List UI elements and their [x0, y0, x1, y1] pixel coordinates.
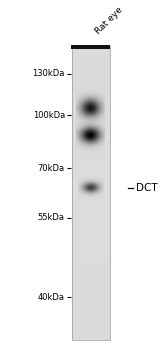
Bar [72, 46, 110, 340]
Text: 130kDa: 130kDa [32, 69, 65, 78]
Text: Rat eye: Rat eye [94, 5, 125, 36]
Text: 40kDa: 40kDa [38, 293, 65, 302]
Text: DCT: DCT [136, 183, 157, 193]
Text: 55kDa: 55kDa [38, 213, 65, 222]
Bar [71, 44, 110, 49]
Text: 70kDa: 70kDa [38, 163, 65, 173]
Text: 100kDa: 100kDa [33, 111, 65, 120]
